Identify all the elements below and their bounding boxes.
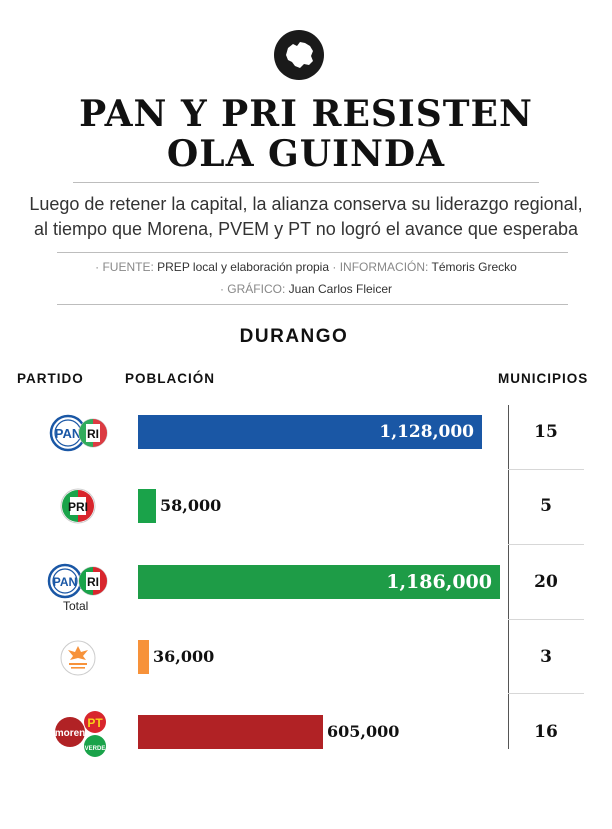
svg-text:RI: RI [87,575,99,589]
bar-value-label: 1,128,000 [379,421,474,442]
subtitle-line-2: al tiempo que Morena, PVEM y PT no logró… [34,219,578,239]
bar-value-label: 58,000 [160,496,222,515]
row-divider [508,469,584,470]
chart-title: DURANGO [239,326,349,347]
svg-text:PAN: PAN [53,575,77,589]
bar [138,565,500,599]
municipios-value: 20 [534,572,558,592]
credits-grafico-value: Juan Carlos Fleicer [288,282,393,296]
credits-fuente-value: PREP local y elaboración propia [157,260,330,274]
credits-grafico-key: · GRÁFICO: [219,282,289,296]
svg-text:PRI: PRI [68,500,88,514]
credits-line-1: · FUENTE: PREP local y elaboración propi… [0,260,612,274]
bar [138,415,482,449]
divider [57,252,568,253]
svg-text:VERDE: VERDE [85,746,106,752]
bar-value-label: 605,000 [327,722,400,741]
morena-pt-verde-logo-icon: PT moren VERDE [55,711,106,757]
headline-line-1: PAN Y PRI RESISTEN [79,93,533,135]
row-divider [508,619,584,620]
svg-text:PAN: PAN [55,426,81,441]
credits-line-2: · GRÁFICO: Juan Carlos Fleicer [0,282,612,296]
municipios-value: 5 [540,496,552,516]
credits-info-key: · INFORMACIÓN: [329,260,432,274]
bar-value-label: 36,000 [153,647,215,666]
mexico-map-icon [274,30,324,80]
svg-text:PT: PT [87,716,103,730]
pri-logo-icon: PRI [60,488,96,524]
headline-line-2: OLA GUINDA [166,133,446,175]
pan-pri-logo-icon: PAN RI [47,563,108,599]
bar-value-label: 1,186,000 [386,570,492,593]
divider [73,182,539,183]
municipios-value: 15 [534,422,558,442]
municipios-value: 16 [534,722,558,742]
column-header-partido: PARTIDO [17,371,84,386]
column-header-poblacion: POBLACIÓN [125,371,215,386]
municipios-value: 3 [540,647,552,667]
row-divider [508,544,584,545]
municipios-divider [508,405,509,749]
credits-info-value: Témoris Grecko [431,260,517,274]
column-header-municipios: MUNICIPIOS [498,371,589,386]
svg-text:moren: moren [55,728,86,739]
pan-pri-logo-icon: PAN RI [49,414,108,452]
subtitle-line-1: Luego de retener la capital, la alianza … [29,194,583,214]
bar [138,715,323,749]
svg-text:RI: RI [87,427,99,441]
divider [57,304,568,305]
bar [138,640,149,674]
credits-fuente-key: · FUENTE: [95,260,158,274]
bar [138,489,156,523]
row-divider [508,693,584,694]
logo-caption-total: Total [63,599,89,613]
movimiento-ciudadano-logo-icon [60,640,96,676]
